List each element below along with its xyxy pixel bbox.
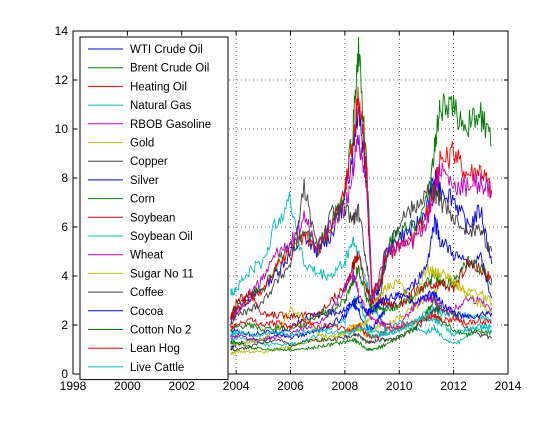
legend-label-coffee: Coffee [130,287,164,299]
legend-label-soybean-oil: Soybean Oil [130,231,193,243]
series-lines [230,36,493,356]
legend-label-sugar-no-11: Sugar No 11 [130,268,194,280]
legend-label-wti-crude-oil: WTI Crude Oil [130,44,203,56]
y-tick-label-12: 12 [55,73,69,87]
legend-label-cotton-no-2: Cotton No 2 [130,325,191,337]
legend-label-copper: Copper [130,156,168,168]
x-tick-label-1998: 1998 [60,379,87,393]
series-line-live-cattle [230,314,493,339]
x-axis-ticks: 1998 2000 2002 2004 2006 2008 2010 2012 2014 [60,31,522,393]
y-tick-label-6: 6 [61,220,68,234]
legend-label-lean-hog: Lean Hog [130,343,180,355]
series-line-cotton-no-2 [230,298,493,352]
y-axis-ticks: 0 2 4 6 8 10 12 14 [55,24,508,381]
y-tick-label-2: 2 [61,318,68,332]
y-tick-label-14: 14 [55,24,69,38]
x-tick-label-2002: 2002 [168,379,195,393]
x-tick-label-2010: 2010 [386,379,413,393]
series-line-rbob-gasoline [230,134,493,322]
series-line-copper [230,178,493,328]
series-line-lean-hog [230,313,492,340]
x-tick-label-2004: 2004 [223,379,250,393]
x-tick-label-2014: 2014 [495,379,522,393]
legend-label-wheat: Wheat [130,250,164,262]
series-line-soybean [230,251,493,320]
legend-label-rbob-gasoline: RBOB Gasoline [130,119,211,131]
legend-label-heating-oil: Heating Oil [130,81,187,93]
legend-label-soybean: Soybean [130,212,175,224]
series-line-natural-gas [230,191,493,345]
series-line-wti-crude-oil [230,106,493,320]
series-line-silver [230,214,493,350]
legend-label-gold: Gold [130,138,154,150]
x-tick-label-2008: 2008 [332,379,359,393]
series-line-heating-oil [230,86,493,320]
x-tick-label-2000: 2000 [114,379,141,393]
legend-label-live-cattle: Live Cattle [130,362,184,374]
legend-label-cocoa: Cocoa [130,306,164,318]
legend-label-silver: Silver [130,175,159,187]
legend[interactable]: WTI Crude Oil Brent Crude Oil Heating Oil N… [79,36,229,381]
series-line-corn [230,255,493,333]
x-tick-label-2006: 2006 [277,379,304,393]
legend-label-natural-gas: Natural Gas [130,100,192,112]
legend-box [79,36,229,381]
series-line-coffee [230,304,492,352]
y-tick-label-8: 8 [61,171,68,185]
series-line-cocoa [230,290,493,340]
series-line-sugar-no-11 [230,263,493,348]
y-tick-label-10: 10 [55,122,69,136]
y-tick-label-0: 0 [61,367,68,381]
legend-label-corn: Corn [130,194,155,206]
x-tick-label-2012: 2012 [440,379,467,393]
legend-label-brent-crude-oil: Brent Crude Oil [130,63,209,75]
y-tick-label-4: 4 [61,269,68,283]
